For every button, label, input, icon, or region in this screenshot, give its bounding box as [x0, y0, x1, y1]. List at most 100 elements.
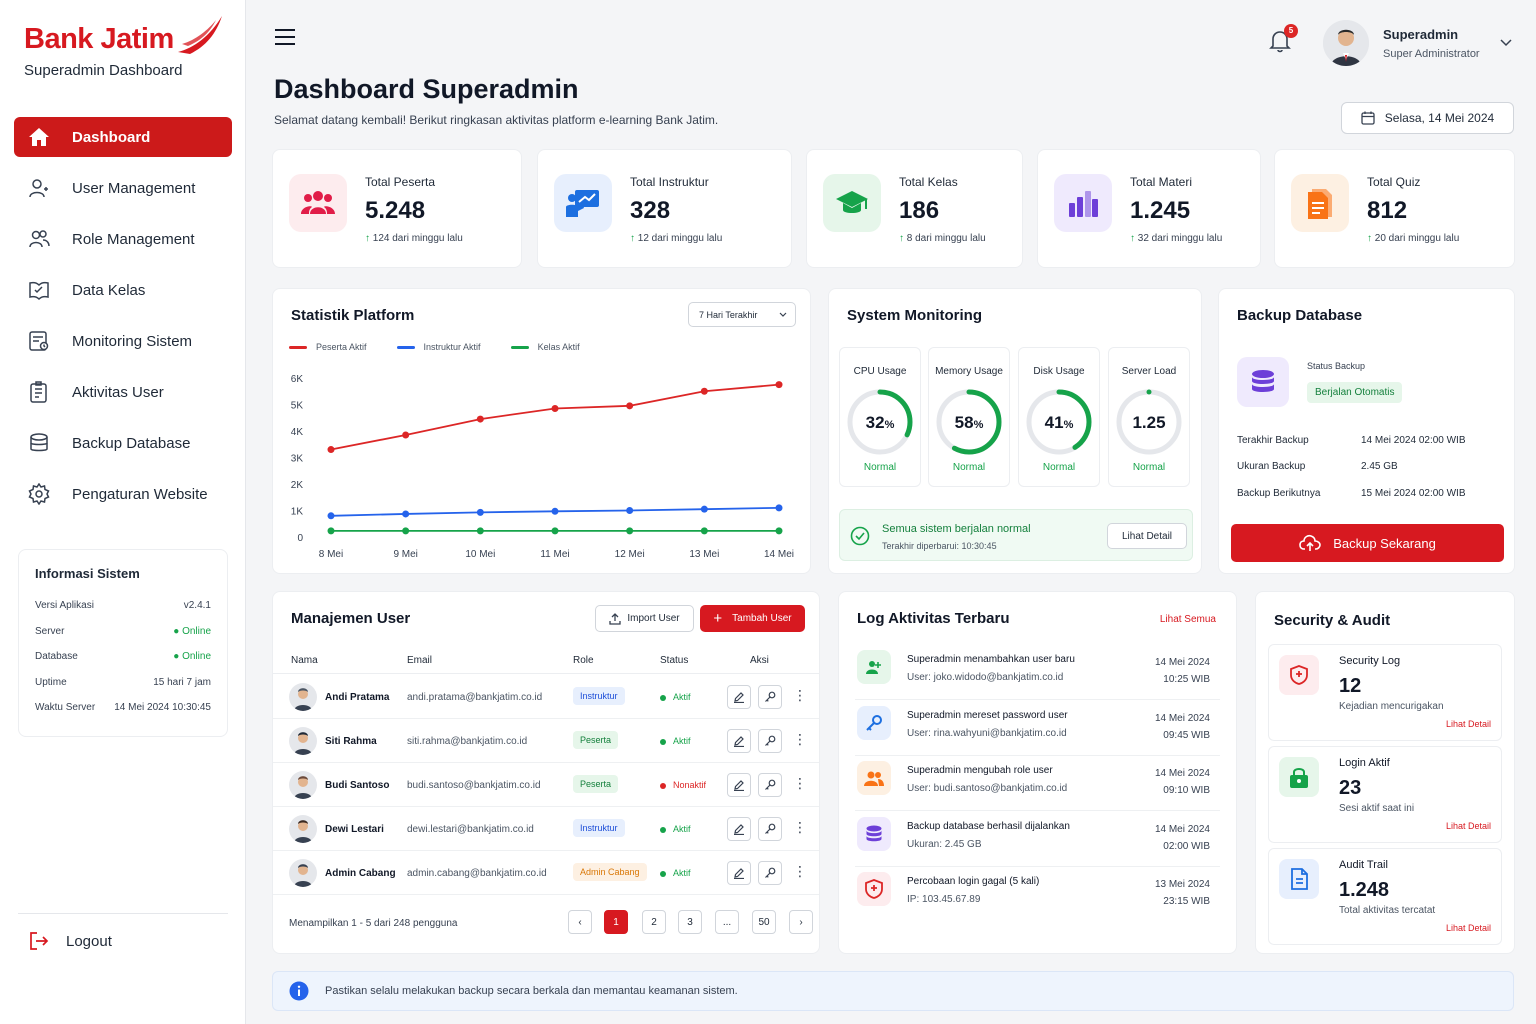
log-item[interactable]: Backup database berhasil dijalankan Ukur…	[855, 811, 1220, 867]
wing-icon	[177, 16, 222, 54]
pencil-icon	[734, 692, 744, 703]
sidebar-item-label: Role Management	[72, 230, 195, 248]
log-item[interactable]: Percobaan login gagal (5 kali) IP: 103.4…	[855, 866, 1220, 922]
stat-delta: ↑ 20 dari minggu lalu	[1367, 233, 1460, 244]
system-info-title: Informasi Sistem	[35, 566, 140, 581]
document-icon	[1279, 859, 1319, 899]
backup-status-badge: Berjalan Otomatis	[1307, 382, 1403, 403]
log-item[interactable]: Superadmin mereset password user User: r…	[855, 700, 1220, 756]
y-tick-label: 1K	[291, 507, 304, 518]
page-button[interactable]: 2	[642, 910, 666, 934]
security-item: Security Log 12 Kejadian mencurigakan Li…	[1268, 644, 1502, 741]
info-value: v2.4.1	[183, 600, 211, 612]
menu-toggle-icon[interactable]	[274, 28, 296, 49]
stat-card-instruktur[interactable]: Total Instruktur 328 ↑ 12 dari minggu lalu	[537, 149, 792, 268]
sidebar-item-pengaturan-website[interactable]: Pengaturan Website	[14, 474, 232, 514]
more-icon[interactable]: ⋮	[793, 775, 807, 791]
stat-label: Total Peserta	[365, 175, 436, 189]
reset-password-button[interactable]	[758, 773, 782, 797]
log-datetime: 13 Mei 2024 23:15 WIB	[1154, 879, 1210, 907]
add-user-button[interactable]: + Tambah User	[700, 605, 805, 632]
edit-button[interactable]	[727, 861, 751, 885]
edit-button[interactable]	[727, 685, 751, 709]
reset-password-button[interactable]	[758, 729, 782, 753]
gear-icon	[26, 482, 52, 506]
stat-card-quiz[interactable]: Total Quiz 812 ↑ 20 dari minggu lalu	[1274, 149, 1515, 268]
brand-logo[interactable]: Bank Jatim Superadmin Dashboard	[24, 16, 224, 79]
page-button[interactable]: 50	[752, 910, 776, 934]
see-all-link[interactable]: Lihat Semua	[1159, 614, 1216, 625]
sidebar-item-dashboard[interactable]: Dashboard	[14, 117, 232, 157]
log-subtitle: IP: 103.45.67.89	[907, 894, 981, 905]
info-label: Versi Aplikasi	[35, 600, 94, 612]
gauge-ring: 1.25	[1116, 389, 1182, 455]
reset-password-button[interactable]	[758, 685, 782, 709]
sidebar-item-user-management[interactable]: User Management	[14, 168, 232, 208]
legend-item: Kelas Aktif	[510, 342, 580, 352]
log-item[interactable]: Superadmin mengubah role user User: budi…	[855, 755, 1220, 811]
stat-label: Total Materi	[1130, 175, 1193, 189]
key-icon	[765, 867, 776, 878]
pagination-summary: Menampilkan 1 - 5 dari 248 pengguna	[289, 918, 458, 929]
table-row[interactable]: Admin Cabang admin.cabang@bankjatim.co.i…	[273, 851, 819, 895]
user-menu[interactable]: Superadmin Super Administrator	[1323, 20, 1512, 66]
table-row[interactable]: Andi Pratama andi.pratama@bankjatim.co.i…	[273, 675, 819, 719]
avatar	[289, 727, 317, 755]
stat-card-materi[interactable]: Total Materi 1.245 ↑ 32 dari minggu lalu	[1037, 149, 1261, 268]
table-row[interactable]: Dewi Lestari dewi.lestari@bankjatim.co.i…	[273, 807, 819, 851]
stat-value: 186	[899, 197, 940, 224]
more-icon[interactable]: ⋮	[793, 863, 807, 879]
edit-button[interactable]	[727, 817, 751, 841]
page-button[interactable]: 3	[678, 910, 702, 934]
logout-button[interactable]: Logout	[28, 930, 112, 952]
statistik-platform-card: Statistik Platform 7 Hari Terakhir Peser…	[272, 288, 811, 574]
stat-card-kelas[interactable]: Total Kelas 186 ↑ 8 dari minggu lalu	[806, 149, 1023, 268]
y-tick-label: 4K	[291, 427, 304, 438]
series-line	[330, 383, 780, 451]
lihat-detail-link[interactable]: Lihat Detail	[1445, 821, 1491, 831]
sidebar-item-monitoring-sistem[interactable]: Monitoring Sistem	[14, 321, 232, 361]
import-user-button[interactable]: Import User	[595, 605, 694, 632]
stat-label: Total Quiz	[1367, 175, 1421, 189]
presenter-icon	[554, 174, 612, 232]
sidebar-item-backup-database[interactable]: Backup Database	[14, 423, 232, 463]
edit-button[interactable]	[727, 773, 751, 797]
status-badge: Aktif	[660, 868, 691, 878]
clipboard-icon	[26, 380, 52, 404]
sidebar-item-data-kelas[interactable]: Data Kelas	[14, 270, 232, 310]
reset-password-button[interactable]	[758, 817, 782, 841]
table-row[interactable]: Siti Rahma siti.rahma@bankjatim.co.id Pe…	[273, 719, 819, 763]
range-select[interactable]: 7 Hari Terakhir	[688, 302, 796, 327]
info-label: Waktu Server	[35, 702, 96, 714]
security-title: Audit Trail	[1339, 859, 1388, 871]
backup-now-button[interactable]: Backup Sekarang	[1231, 524, 1504, 562]
lihat-detail-link[interactable]: Lihat Detail	[1445, 719, 1491, 729]
date-picker-button[interactable]: Selasa, 14 Mei 2024	[1341, 102, 1514, 134]
more-icon[interactable]: ⋮	[793, 819, 807, 835]
edit-button[interactable]	[727, 729, 751, 753]
more-icon[interactable]: ⋮	[793, 731, 807, 747]
role-badge: Instruktur	[573, 819, 625, 837]
sidebar-item-label: Dashboard	[72, 128, 151, 146]
log-item[interactable]: Superadmin menambahkan user baru User: j…	[855, 644, 1220, 700]
sidebar-item-role-management[interactable]: Role Management	[14, 219, 232, 259]
more-icon[interactable]: ⋮	[793, 687, 807, 703]
bell-icon[interactable]	[1268, 28, 1292, 57]
system-ok-title: Semua sistem berjalan normal	[882, 523, 1031, 535]
card-title: Manajemen User	[291, 610, 411, 627]
table-row[interactable]: Budi Santoso budi.santoso@bankjatim.co.i…	[273, 763, 819, 807]
sidebar-item-aktivitas-user[interactable]: Aktivitas User	[14, 372, 232, 412]
next-page-button[interactable]: ›	[789, 910, 813, 934]
reset-password-button[interactable]	[758, 861, 782, 885]
lihat-detail-button[interactable]: Lihat Detail	[1107, 523, 1187, 549]
status-badge: Aktif	[660, 824, 691, 834]
column-header: Role	[573, 655, 594, 666]
prev-page-button[interactable]: ‹	[568, 910, 592, 934]
data-point	[551, 527, 559, 535]
lihat-detail-link[interactable]: Lihat Detail	[1445, 923, 1491, 933]
page-button[interactable]: 1	[604, 910, 628, 934]
stat-card-peserta[interactable]: Total Peserta 5.248 ↑ 124 dari minggu lalu	[272, 149, 522, 268]
pencil-icon	[734, 780, 744, 791]
user-email: dewi.lestari@bankjatim.co.id	[407, 824, 534, 835]
sidebar-item-label: Backup Database	[72, 434, 191, 452]
